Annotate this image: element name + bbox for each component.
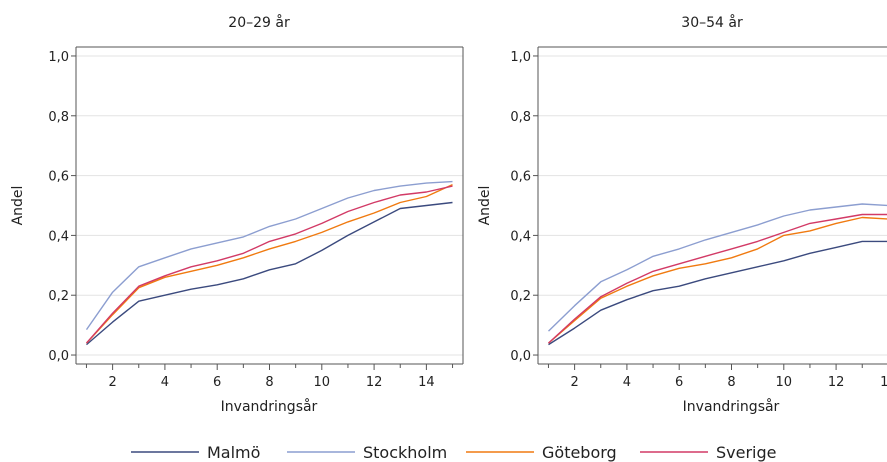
series-line-stockholm: [548, 203, 887, 332]
y-axis-label: Andel: [10, 186, 26, 226]
x-tick-label: 2: [570, 375, 578, 390]
series-line-malmö: [548, 240, 887, 346]
legend-label: Stockholm: [363, 443, 447, 462]
series-line-stockholm: [85, 180, 453, 331]
chart-panel-1: 20–29 år 0,0 0,2 0,4 0,6 0,8 1,0 2 4 6 8 10 12 14 Inva…: [10, 14, 464, 415]
series-line-malmö: [86, 201, 453, 346]
x-tick-label: 6: [675, 375, 683, 390]
y-tick-label: 0,0: [510, 349, 531, 364]
x-axis-label: Invandringsår: [221, 398, 318, 415]
x-tick-label: 10: [776, 375, 793, 390]
series-layer: [548, 203, 887, 346]
x-tick-label: 10: [314, 375, 331, 390]
x-tick-label: 8: [265, 375, 273, 390]
x-tick-label: 2: [108, 375, 116, 390]
x-tick-label: 4: [623, 375, 631, 390]
x-axis-label: Invandringsår: [683, 398, 780, 415]
legend-label: Sverige: [716, 443, 777, 462]
y-tick-label: 0,6: [510, 170, 531, 185]
x-tick-label: 14: [880, 375, 887, 390]
y-tick-label: 0,6: [48, 170, 69, 185]
series-layer: [85, 180, 453, 346]
y-axis-label: Andel: [477, 186, 493, 226]
chart-title: 30–54 år: [681, 14, 743, 31]
series-line-göteborg: [85, 183, 453, 344]
y-tick-label: 0,4: [48, 229, 69, 244]
chart-title: 20–29 år: [228, 14, 290, 31]
y-tick-label: 0,8: [48, 110, 69, 125]
y-tick-label: 1,0: [510, 50, 531, 65]
x-tick-label: 12: [828, 375, 845, 390]
series-line-göteborg: [548, 216, 887, 344]
y-tick-label: 0,2: [510, 289, 531, 304]
x-tick-label: 14: [418, 375, 435, 390]
x-tick-label: 8: [727, 375, 735, 390]
y-tick-label: 0,0: [48, 349, 69, 364]
y-tick-label: 0,2: [48, 289, 69, 304]
x-tick-label: 4: [161, 375, 169, 390]
legend-label: Malmö: [207, 443, 260, 462]
y-tick-label: 1,0: [48, 50, 69, 65]
x-tick-label: 6: [213, 375, 221, 390]
chart-panel-2: 30–54 år 0,0 0,2 0,4 0,6 0,8 1,0 2 4 6 8 10 12 14 Inva…: [477, 14, 887, 415]
series-line-sverige: [548, 213, 887, 344]
legend: Malmö Stockholm Göteborg Sverige: [131, 443, 777, 462]
x-tick-label: 12: [366, 375, 383, 390]
legend-label: Göteborg: [542, 443, 617, 462]
y-tick-label: 0,8: [510, 110, 531, 125]
y-tick-label: 0,4: [510, 229, 531, 244]
series-line-sverige: [85, 185, 453, 344]
